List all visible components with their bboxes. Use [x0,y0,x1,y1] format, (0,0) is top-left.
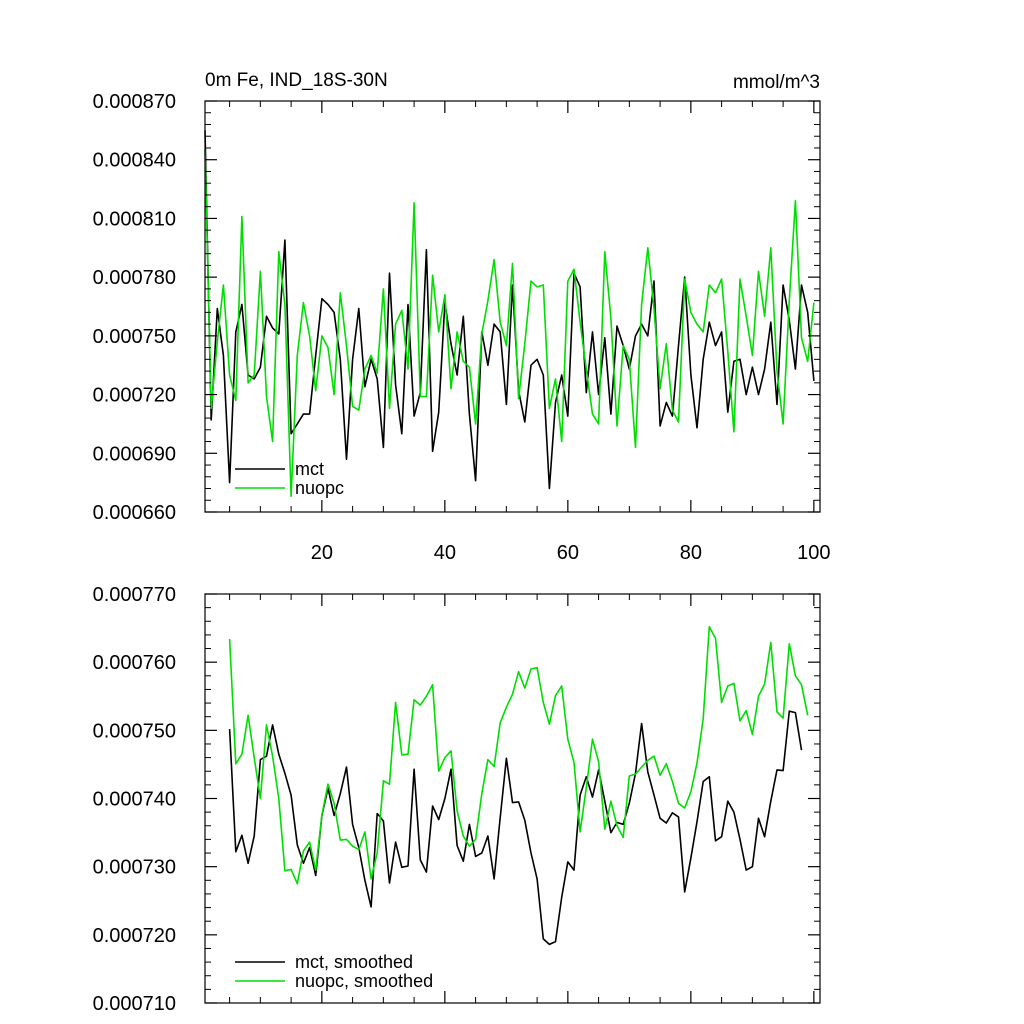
top-x-tick-label: 100 [797,542,830,564]
top-y-tick-label: 0.000780 [93,267,176,289]
top-y-tick-label: 0.000810 [93,208,176,230]
bottom-y-tick-label: 0.000730 [93,857,176,879]
bottom-y-tick-label: 0.000770 [93,584,176,606]
bottom-series-layer [228,625,809,946]
bottom-legend-label: mct, smoothed [295,952,413,972]
top-series-line-nuopc [204,149,815,498]
top-series-layer [204,130,815,498]
top-y-tick-label: 0.000720 [93,385,176,407]
bottom-axis-layer: 0.000710 0.000720 0.000730 0.000740 0.000750… [93,584,821,1015]
bottom-series-line-nuopc-smoothed [228,625,809,885]
top-axis-layer: 0.000660 0.000690 0.000720 0.000750 0.000780… [93,91,831,564]
chart-units-label: mmol/m^3 [733,72,820,93]
top-plot-frame [204,100,821,513]
top-y-tick-label: 0.000660 [93,502,176,524]
bottom-chart-panel: 0.000710 0.000720 0.000730 0.000740 0.000750… [93,584,821,1015]
top-legend-label: mct [295,459,324,479]
bottom-y-tick-label: 0.000720 [93,925,176,947]
top-x-tick-label: 60 [557,542,579,564]
top-x-tick-label: 80 [680,542,702,564]
bottom-y-tick-label: 0.000760 [93,652,176,674]
top-y-tick-label: 0.000750 [93,326,176,348]
top-x-tick-label: 20 [311,542,333,564]
bottom-legend-label: nuopc, smoothed [295,971,433,991]
top-x-tick-label: 40 [434,542,456,564]
bottom-y-tick-label: 0.000710 [93,993,176,1015]
top-y-tick-label: 0.000870 [93,91,176,113]
bottom-y-tick-label: 0.000750 [93,720,176,742]
top-y-tick-label: 0.000690 [93,443,176,465]
bottom-y-tick-label: 0.000740 [93,789,176,811]
chart-title: 0m Fe, IND_18S-30N [205,70,388,91]
top-chart-panel: 0.000660 0.000690 0.000720 0.000750 0.000780… [93,91,831,564]
top-legend-label: nuopc [295,478,344,498]
top-y-tick-label: 0.000840 [93,150,176,172]
top-series-line-mct [204,130,815,490]
